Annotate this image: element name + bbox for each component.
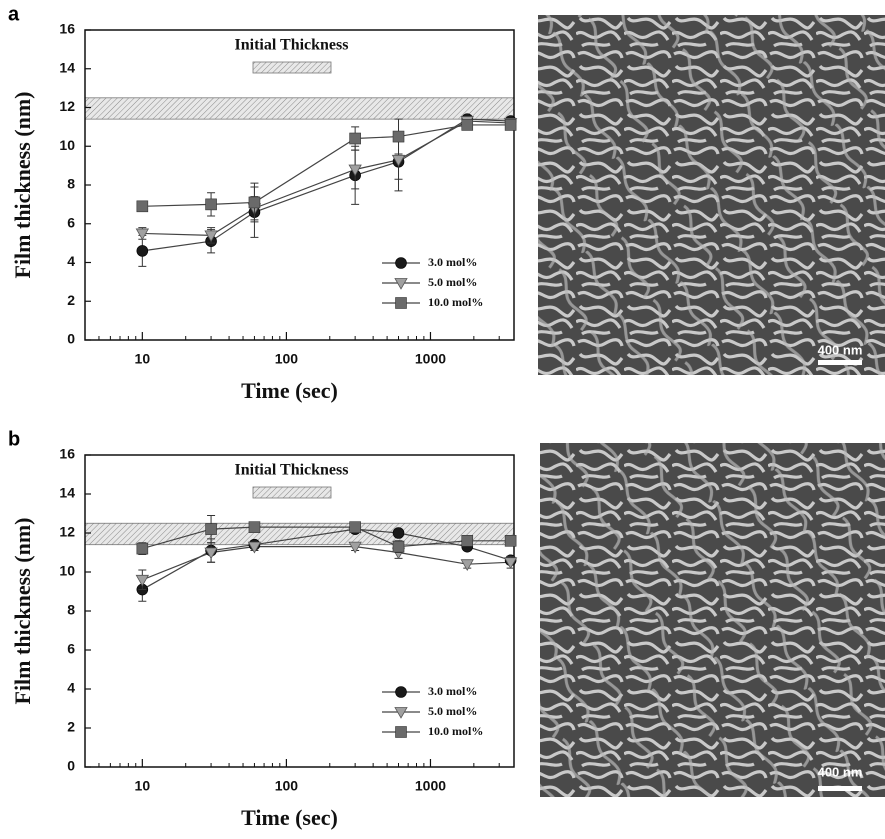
band-key [252,486,332,499]
data-point [461,119,474,131]
y-tick-label: 6 [67,641,75,657]
series-line [142,124,511,207]
data-point [136,200,149,213]
panel-label: b [8,428,20,450]
legend-marker [395,726,407,738]
legend-marker [395,686,407,698]
plot-frame [84,29,515,341]
data-point [503,557,518,570]
data-point [392,540,405,553]
x-tick-label: 100 [275,778,299,794]
scale-bar-label: 400 nm [818,764,863,779]
x-tick-label: 1000 [415,778,446,794]
data-point [135,228,150,241]
data-point [392,130,405,143]
series-line [142,546,511,581]
y-tick-label: 14 [59,59,75,75]
legend-marker [394,707,408,719]
data-point [204,547,218,560]
sem-image-b [540,443,885,797]
x-tick-label: 10 [135,778,151,794]
annotation: Initial Thickness [235,462,349,479]
panel-label: a [8,3,20,25]
sem-image-a [538,15,885,375]
band-key [252,61,332,74]
x-tick-label: 10 [135,351,151,367]
x-tick-label: 1000 [415,351,446,367]
data-point [348,164,362,177]
legend-label: 10.0 mol% [428,295,483,309]
data-point [204,230,218,243]
y-tick-label: 6 [67,214,75,230]
legend-label: 5.0 mol% [428,275,477,289]
y-tick-label: 4 [67,253,75,269]
data-point [348,541,362,554]
initial-thickness-band [84,97,515,120]
y-tick-label: 16 [59,446,75,462]
data-point [205,198,217,211]
scale-bar-label: 400 nm [818,342,863,357]
data-point [349,132,361,145]
y-tick-label: 10 [59,563,75,579]
scale-bar [818,360,862,365]
data-point [391,154,406,167]
data-point [248,196,261,209]
data-point [460,559,474,572]
plot-frame [84,454,515,768]
y-tick-label: 2 [67,292,75,308]
data-point [392,527,405,539]
legend-label: 5.0 mol% [428,704,477,718]
data-point [205,523,217,535]
legend-label: 3.0 mol% [428,255,477,269]
data-point [247,541,262,554]
y-tick-label: 10 [59,137,75,153]
y-axis-title: Film thickness (nm) [10,92,35,279]
y-tick-label: 2 [67,719,75,735]
data-point [135,574,150,587]
series-line [142,120,511,236]
initial-thickness-band [84,522,515,546]
series-line [142,118,511,252]
legend-label: 10.0 mol% [428,724,483,738]
y-tick-label: 0 [67,758,75,774]
y-tick-label: 12 [59,98,75,114]
y-tick-label: 0 [67,331,75,347]
data-point [136,542,149,555]
x-axis-title: Time (sec) [241,378,338,403]
x-tick-label: 100 [275,351,299,367]
y-tick-label: 8 [67,176,75,192]
data-point [504,119,517,131]
y-tick-label: 8 [67,602,75,618]
data-point [248,521,261,533]
y-tick-label: 4 [67,680,75,696]
y-tick-label: 14 [59,485,75,501]
scale-bar [818,786,862,791]
legend-marker [394,278,408,290]
y-tick-label: 16 [59,21,75,37]
legend-marker [395,297,407,309]
y-axis-title: Film thickness (nm) [10,518,35,705]
legend-label: 3.0 mol% [428,684,477,698]
legend-marker [395,257,407,269]
data-point [349,521,361,533]
data-point [461,534,474,547]
y-tick-label: 12 [59,524,75,540]
data-point [136,245,149,257]
data-point [504,534,517,547]
x-axis-title: Time (sec) [241,805,338,830]
annotation: Initial Thickness [235,37,349,54]
